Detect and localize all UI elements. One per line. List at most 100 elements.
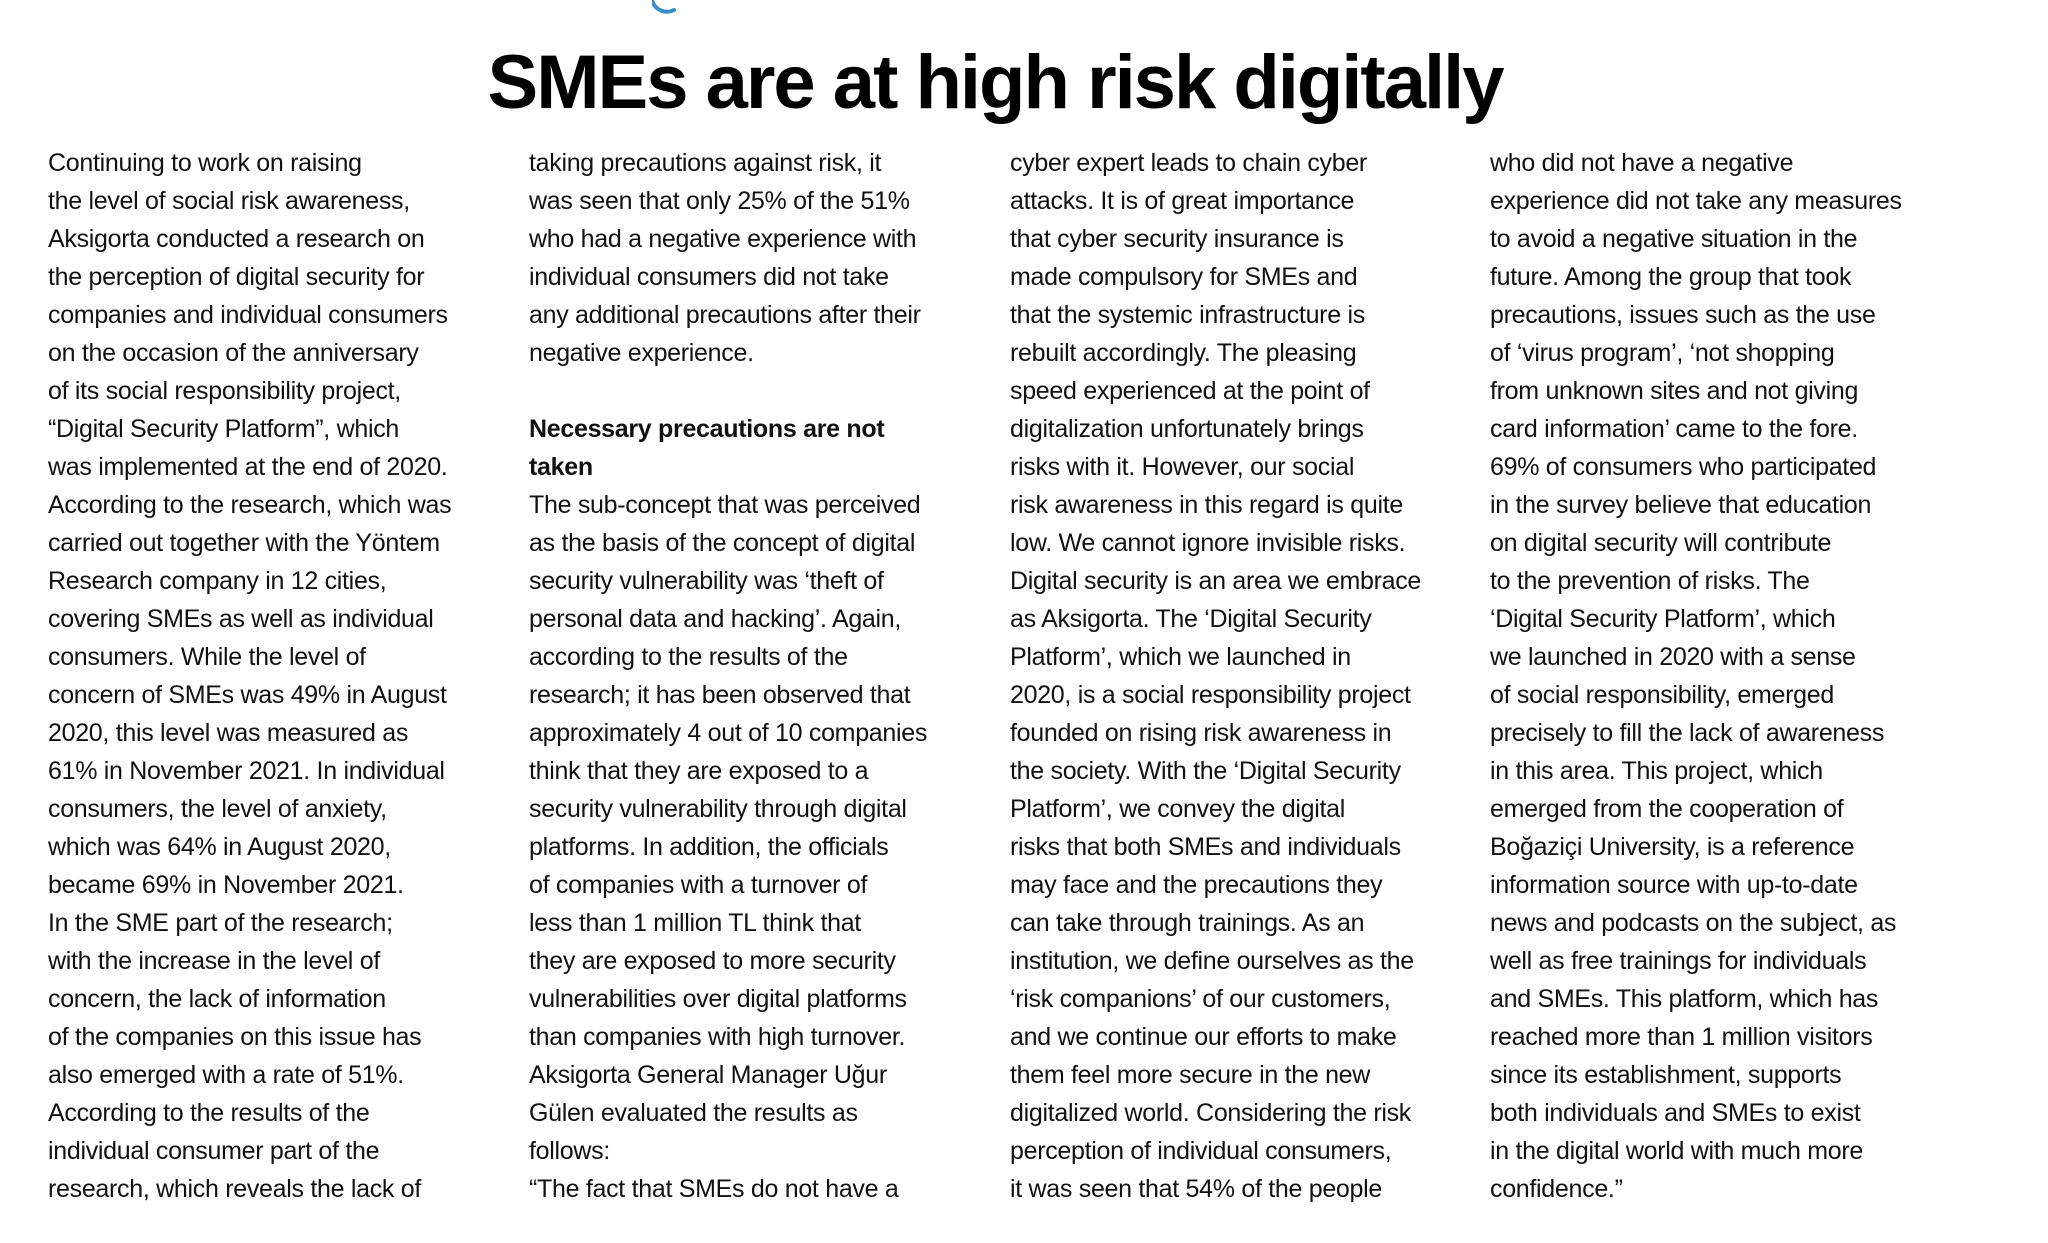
text-line: it was seen that 54% of the people bbox=[1010, 1175, 1383, 1203]
text-line: companies and individual consumers bbox=[48, 301, 448, 329]
text-line: risks that both SMEs and individuals bbox=[1010, 833, 1401, 861]
text-line: news and podcasts on the subject, as bbox=[1490, 909, 1897, 937]
text-line: Digital security is an area we embrace bbox=[1010, 567, 1422, 595]
text-line: became 69% in November 2021. bbox=[48, 871, 404, 899]
text-line: Aksigorta conducted a research on bbox=[48, 225, 425, 253]
text-line: experience did not take any measures bbox=[1490, 187, 1902, 215]
text-line: follows: bbox=[529, 1137, 610, 1165]
text-line: less than 1 million TL think that bbox=[529, 909, 861, 937]
text-line: cyber expert leads to chain cyber bbox=[1010, 149, 1367, 177]
text-line: In the SME part of the research; bbox=[48, 909, 393, 937]
text-line: in the digital world with much more bbox=[1490, 1137, 1863, 1165]
text-line: Research company in 12 cities, bbox=[48, 567, 387, 595]
text-line: as the basis of the concept of digital bbox=[529, 529, 916, 557]
text-line: concern of SMEs was 49% in August bbox=[48, 681, 447, 709]
text-line: 2020, this level was measured as bbox=[48, 719, 409, 747]
article-column-1: Continuing to work on raising the level o… bbox=[48, 144, 508, 1208]
text-line: future. Among the group that took bbox=[1490, 263, 1852, 291]
text-line: security vulnerability through digital bbox=[529, 795, 907, 823]
text-line: consumers. While the level of bbox=[48, 643, 366, 671]
article-column-4: who did not have a negative experience di… bbox=[1490, 144, 1950, 1208]
text-line: which was 64% in August 2020, bbox=[48, 833, 391, 861]
text-line: vulnerabilities over digital platforms bbox=[529, 985, 907, 1013]
text-line: think that they are exposed to a bbox=[529, 757, 869, 785]
text-line: 61% in November 2021. In individual bbox=[48, 757, 445, 785]
text-line: The sub-concept that was perceived bbox=[529, 491, 921, 519]
text-line: both individuals and SMEs to exist bbox=[1490, 1099, 1861, 1127]
text-line bbox=[529, 372, 989, 410]
text-line: in the survey believe that education bbox=[1490, 491, 1872, 519]
article-column-2: taking precautions against risk, it was s… bbox=[529, 144, 989, 1208]
text-line: founded on rising risk awareness in bbox=[1010, 719, 1392, 747]
text-line: Continuing to work on raising bbox=[48, 149, 362, 177]
text-line: than companies with high turnover. bbox=[529, 1023, 906, 1051]
text-line: of social responsibility, emerged bbox=[1490, 681, 1834, 709]
article-column-3: cyber expert leads to chain cyber attacks… bbox=[1010, 144, 1470, 1208]
text-line: Boğaziçi University, is a reference bbox=[1490, 833, 1855, 861]
text-line: security vulnerability was ‘theft of bbox=[529, 567, 884, 595]
text-line: emerged from the cooperation of bbox=[1490, 795, 1844, 823]
text-line: reached more than 1 million visitors bbox=[1490, 1023, 1873, 1051]
text-line: According to the research, which was bbox=[48, 491, 452, 519]
text-line: institution, we define ourselves as the bbox=[1010, 947, 1414, 975]
text-line: approximately 4 out of 10 companies bbox=[529, 719, 928, 747]
text-line: risks with it. However, our social bbox=[1010, 453, 1355, 481]
text-line: that cyber security insurance is bbox=[1010, 225, 1344, 253]
text-line: in this area. This project, which bbox=[1490, 757, 1823, 785]
text-line: was seen that only 25% of the 51% bbox=[529, 187, 910, 215]
text-line: was implemented at the end of 2020. bbox=[48, 453, 448, 481]
text-line: platforms. In addition, the officials bbox=[529, 833, 889, 861]
text-line: 69% of consumers who participated bbox=[1490, 453, 1877, 481]
text-line: precisely to fill the lack of awareness bbox=[1490, 719, 1885, 747]
text-line: to avoid a negative situation in the bbox=[1490, 225, 1858, 253]
text-line: of ‘virus program’, ‘not shopping bbox=[1490, 339, 1835, 367]
text-line: confidence.” bbox=[1490, 1175, 1623, 1203]
text-line: covering SMEs as well as individual bbox=[48, 605, 434, 633]
text-line: personal data and hacking’. Again, bbox=[529, 605, 902, 633]
text-line: made compulsory for SMEs and bbox=[1010, 263, 1358, 291]
section-heading-line: Necessary precautions are not bbox=[529, 415, 885, 443]
text-line: consumers, the level of anxiety, bbox=[48, 795, 387, 823]
text-line: Platform’, which we launched in bbox=[1010, 643, 1351, 671]
text-line: low. We cannot ignore invisible risks. bbox=[1010, 529, 1406, 557]
text-line: since its establishment, supports bbox=[1490, 1061, 1842, 1089]
text-line: rebuilt accordingly. The pleasing bbox=[1010, 339, 1357, 367]
text-line: research; it has been observed that bbox=[529, 681, 911, 709]
text-line: and SMEs. This platform, which has bbox=[1490, 985, 1879, 1013]
text-line: of its social responsibility project, bbox=[48, 377, 401, 405]
text-line: and we continue our efforts to make bbox=[1010, 1023, 1397, 1051]
article-title: SMEs are at high risk digitally bbox=[487, 40, 1505, 125]
text-line: “The fact that SMEs do not have a bbox=[529, 1175, 899, 1203]
text-line: perception of individual consumers, bbox=[1010, 1137, 1392, 1165]
text-line: with the increase in the level of bbox=[48, 947, 380, 975]
text-line: the society. With the ‘Digital Security bbox=[1010, 757, 1401, 785]
text-line: well as free trainings for individuals bbox=[1490, 947, 1867, 975]
text-line: who did not have a negative bbox=[1490, 149, 1794, 177]
text-line: according to the results of the bbox=[529, 643, 848, 671]
text-line: attacks. It is of great importance bbox=[1010, 187, 1355, 215]
text-line: may face and the precautions they bbox=[1010, 871, 1383, 899]
section-heading-line: taken bbox=[529, 453, 593, 481]
text-line: they are exposed to more security bbox=[529, 947, 896, 975]
text-line: carried out together with the Yöntem bbox=[48, 529, 440, 557]
text-line: to the prevention of risks. The bbox=[1490, 567, 1810, 595]
text-line: negative experience. bbox=[529, 339, 754, 367]
text-line: taking precautions against risk, it bbox=[529, 149, 882, 177]
text-line: we launched in 2020 with a sense bbox=[1490, 643, 1856, 671]
brand-logo-icon bbox=[652, 0, 676, 14]
text-line: of the companies on this issue has bbox=[48, 1023, 422, 1051]
text-line: Gülen evaluated the results as bbox=[529, 1099, 858, 1127]
text-line: the level of social risk awareness, bbox=[48, 187, 410, 215]
text-line: Aksigorta General Manager Uğur bbox=[529, 1061, 887, 1089]
text-line: the perception of digital security for bbox=[48, 263, 425, 291]
text-line: precautions, issues such as the use bbox=[1490, 301, 1876, 329]
text-line: on digital security will contribute bbox=[1490, 529, 1832, 557]
text-line: “Digital Security Platform”, which bbox=[48, 415, 400, 443]
text-line: any additional precautions after their bbox=[529, 301, 921, 329]
text-line: 2020, is a social responsibility project bbox=[1010, 681, 1411, 709]
text-line: of companies with a turnover of bbox=[529, 871, 868, 899]
text-line: individual consumers did not take bbox=[529, 263, 889, 291]
text-line: as Aksigorta. The ‘Digital Security bbox=[1010, 605, 1372, 633]
text-line: digitalized world. Considering the risk bbox=[1010, 1099, 1411, 1127]
text-line: digitalization unfortunately brings bbox=[1010, 415, 1364, 443]
